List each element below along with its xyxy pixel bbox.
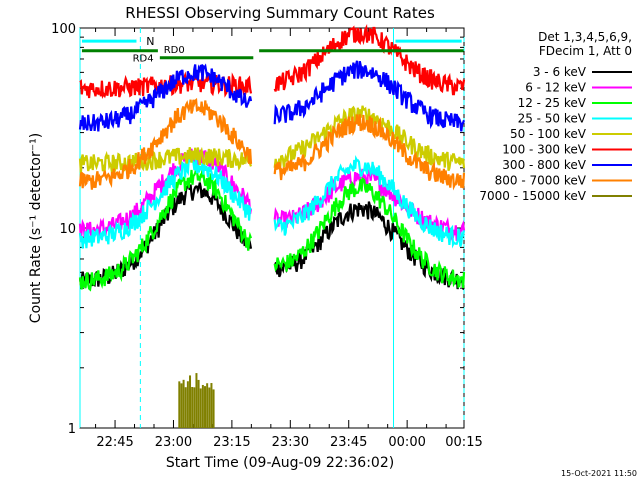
x-tick-label: 00:15 <box>445 435 482 450</box>
footer-timestamp: 15-Oct-2021 11:50 <box>561 469 637 478</box>
series-line <box>78 60 466 132</box>
x-tick-label: 23:45 <box>330 435 367 450</box>
plot-area: 22:45 23:00 23:15 23:30 23:45 00:00 00:15 1 10 10… <box>51 22 632 450</box>
x-tick-label: 22:45 <box>96 435 133 450</box>
y-tick-label: 100 <box>51 22 76 37</box>
x-tick-label: 23:00 <box>155 435 192 450</box>
series-line <box>78 97 466 191</box>
series-line <box>78 105 466 174</box>
legend-header-line-1: Det 1,3,4,5,6,9, <box>538 30 632 44</box>
chart-title: RHESSI Observing Summary Count Rates <box>125 4 435 22</box>
legend-header-line-2: FDecim 1, Att 0 <box>539 44 632 58</box>
legend-entry-label: 300 - 800 keV <box>502 158 586 172</box>
x-tick-label: 23:30 <box>272 435 309 450</box>
rd0-flag-label: RD0 <box>164 45 185 56</box>
legend-entry-label: 12 - 25 keV <box>518 96 587 110</box>
legend-entry-label: 25 - 50 keV <box>518 112 587 126</box>
night-flag-label: N <box>146 35 154 48</box>
rd4-flag-label: RD4 <box>133 53 154 64</box>
legend-entry-label: 3 - 6 keV <box>533 65 587 79</box>
series-line <box>78 155 466 249</box>
y-tick-label: 1 <box>68 422 76 437</box>
x-tick-label: 00:00 <box>388 435 425 450</box>
legend-entry-label: 7000 - 15000 keV <box>479 189 586 203</box>
legend-entry-label: 6 - 12 keV <box>525 81 587 95</box>
legend-entry-label: 800 - 7000 keV <box>495 174 587 188</box>
x-axis-label: Start Time (09-Aug-09 22:36:02) <box>166 455 394 471</box>
x-tick-label: 23:15 <box>213 435 250 450</box>
legend-entry-label: 100 - 300 keV <box>502 143 586 157</box>
y-tick-label: 10 <box>59 222 76 237</box>
y-axis-label: Count Rate (s⁻¹ detector⁻¹) <box>28 133 44 323</box>
legend-entry-label: 50 - 100 keV <box>510 127 587 141</box>
series-line <box>78 167 466 292</box>
